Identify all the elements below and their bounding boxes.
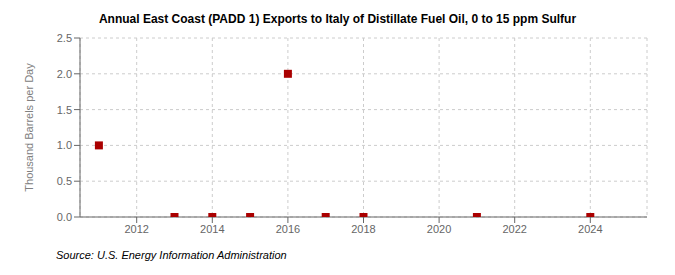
svg-text:0.0: 0.0 <box>57 211 72 223</box>
html-text:Annual East Coast (PADD 1) Exp: Annual East Coast (PADD 1) Exports to It… <box>98 12 577 26</box>
svg-text:1.0: 1.0 <box>57 139 72 151</box>
svg-text:2022: 2022 <box>502 223 526 235</box>
svg-text:2024: 2024 <box>578 223 602 235</box>
svg-text:2014: 2014 <box>200 223 224 235</box>
svg-text:2018: 2018 <box>351 223 375 235</box>
svg-text:1.5: 1.5 <box>57 104 72 116</box>
svg-text:0.5: 0.5 <box>57 175 72 187</box>
html-text:Source: U.S. Energy Informatio: Source: U.S. Energy Information Administ… <box>56 249 287 261</box>
svg-text:2.5: 2.5 <box>57 32 72 44</box>
svg-text:2020: 2020 <box>427 223 451 235</box>
svg-text:2016: 2016 <box>276 223 300 235</box>
svg-text:2012: 2012 <box>124 223 148 235</box>
svg-text:Thousand Barrels per Day: Thousand Barrels per Day <box>23 63 35 192</box>
svg-text:2.0: 2.0 <box>57 68 72 80</box>
